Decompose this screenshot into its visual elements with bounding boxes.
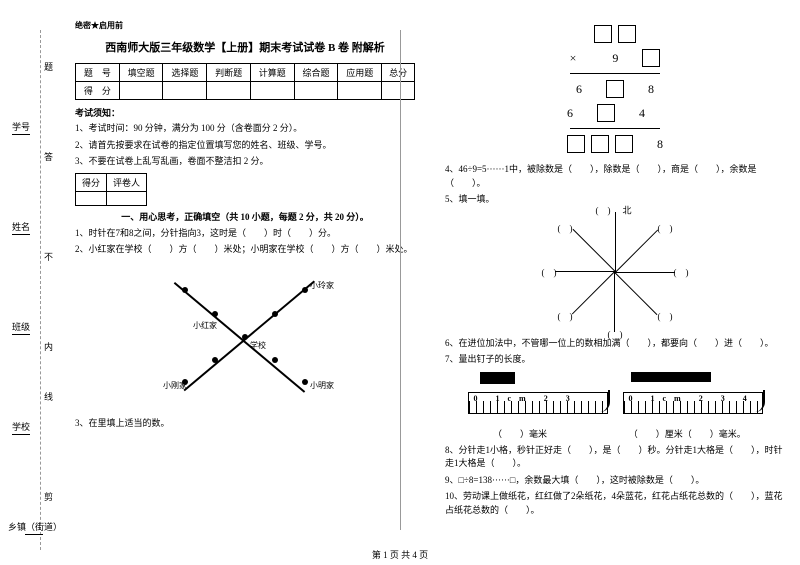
part1-title: 一、用心思考，正确填空（共 10 小题，每题 2 分，共 20 分）。 (75, 210, 415, 223)
question-2: 2、小红家在学校（ ）方（ ）米处；小明家在学校（ ）方（ ）米处。 (75, 243, 415, 257)
no-char: 不 (44, 250, 53, 263)
ruler-right: 0 1cm 2 3 4 (623, 372, 763, 422)
instruction-item: 2、请首先按要求在试卷的指定位置填写您的姓名、班级、学号。 (75, 139, 415, 153)
instruction-item: 1、考试时间：90 分钟，满分为 100 分（含卷面分 2 分）。 (75, 122, 415, 136)
x-diagram: 小玲家 小红家 学校 小明家 小刚家 (155, 262, 335, 412)
answer-row-7: （ ）毫米 （ ）厘米（ ）毫米。 (445, 427, 785, 440)
score-table: 题 号填空题 选择题判断题 计算题综合题 应用题总分 得 分 (75, 63, 415, 100)
instructions-title: 考试须知： (75, 106, 415, 119)
margin-class: 班级 (12, 320, 30, 336)
question-3: 3、在里填上适当的数。 (75, 417, 415, 431)
cut-line (40, 30, 41, 550)
inner-char: 内 (44, 340, 53, 353)
secret-label: 绝密★启用前 (75, 20, 415, 31)
instruction-item: 3、不要在试卷上乱写乱画，卷面不整洁扣 2 分。 (75, 155, 415, 169)
table-row: 得 分 (76, 82, 415, 100)
ti-char: 题 (44, 60, 53, 73)
margin-school: 学校 (12, 420, 30, 436)
ans-char: 答 (44, 150, 53, 163)
cut-char: 剪 (44, 490, 53, 503)
compass-diagram: 北 ( ) ( ) ( ) ( ) ( ) ( ) ( ) ( ) (555, 212, 675, 332)
question-8: 8、分针走1小格，秒针正好走（ ），是（ ）秒。分针走1大格是（ ），时针走1大… (445, 444, 785, 471)
question-1: 1、时针在7和8之间，分针指向3，这时是（ ）时（ ）分。 (75, 227, 415, 241)
ruler-left: 0 1cm 2 3 (468, 372, 608, 422)
rulers: 0 1cm 2 3 0 1cm 2 3 4 (445, 372, 785, 422)
margin-name: 姓名 (12, 220, 30, 236)
line-char: 线 (44, 390, 53, 403)
margin-id: 学号 (12, 120, 30, 136)
right-column: × 9 6 8 6 4 8 4、46÷9=5······1中，被除数是（ ），除… (430, 20, 800, 540)
page-footer: 第 1 页 共 4 页 (0, 548, 800, 561)
eval-table: 得分评卷人 (75, 173, 147, 206)
question-7: 7、量出钉子的长度。 (445, 353, 785, 367)
paper-title: 西南师大版三年级数学【上册】期末考试试卷 B 卷 附解析 (75, 39, 415, 55)
nail-icon (480, 372, 515, 384)
left-column: 绝密★启用前 西南师大版三年级数学【上册】期末考试试卷 B 卷 附解析 题 号填… (60, 20, 430, 540)
nail-icon (631, 372, 711, 382)
question-5: 5、填一填。 (445, 193, 785, 207)
question-10: 10、劳动课上做纸花，红红做了2朵纸花，4朵蓝花，红花占纸花总数的（ ），蓝花占… (445, 490, 785, 517)
question-4: 4、46÷9=5······1中，被除数是（ ），除数是（ ），商是（ ），余数… (445, 163, 785, 190)
question-9: 9、□÷8=138······□，余数最大填（ ），这时被除数是（ ）。 (445, 474, 785, 488)
binding-margin: 乡镇（街道） 学校 班级 姓名 学号 剪 线 内 不 答 题 (0, 20, 60, 540)
table-row: 题 号填空题 选择题判断题 计算题综合题 应用题总分 (76, 64, 415, 82)
column-divider (400, 30, 401, 530)
multiplication-problem: × 9 6 8 6 4 8 (445, 25, 785, 153)
margin-township: 乡镇（街道） (8, 520, 60, 536)
